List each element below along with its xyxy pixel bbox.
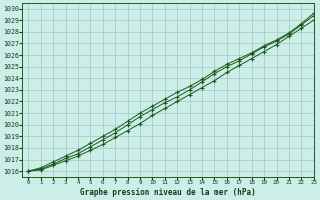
X-axis label: Graphe pression niveau de la mer (hPa): Graphe pression niveau de la mer (hPa) [80,188,256,197]
